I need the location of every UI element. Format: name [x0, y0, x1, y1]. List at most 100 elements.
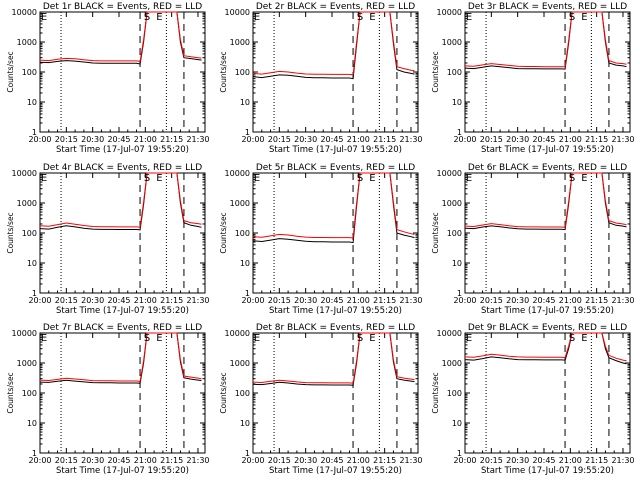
panel-title: Det 7r BLACK = Events, RED = LLD: [43, 323, 202, 333]
y-tick-label: 10000: [12, 329, 37, 338]
series-events-line: [464, 172, 627, 231]
panel-title: Det 9r BLACK = Events, RED = LLD: [468, 323, 627, 333]
x-axis-label: Start Time (17-Jul-07 19:55:20): [269, 145, 402, 155]
x-tick-label: 20:45: [532, 456, 555, 465]
x-tick-label: 21:15: [160, 135, 183, 144]
y-tick-label: 1: [32, 289, 37, 298]
x-tick-label: 20:30: [81, 296, 104, 305]
panel-title: Det 6r BLACK = Events, RED = LLD: [468, 163, 627, 173]
event-marker-label: E: [156, 173, 162, 184]
series-lld-line: [252, 172, 415, 239]
x-tick-label: 20:00: [241, 135, 264, 144]
x-tick-label: 20:45: [532, 296, 555, 305]
panel-title: Det 8r BLACK = Events, RED = LLD: [256, 323, 415, 333]
x-tick-label: 20:45: [532, 135, 555, 144]
x-tick-label: 20:45: [320, 456, 343, 465]
event-marker-label: E: [369, 173, 375, 184]
x-axis-label: Start Time (17-Jul-07 19:55:20): [56, 306, 189, 316]
y-tick-label: 10: [240, 259, 250, 268]
panel-det-9: Det 9r BLACK = Events, RED = LLD 1 10 100 10…: [431, 323, 635, 476]
x-tick-label: 21:00: [134, 456, 157, 465]
plot-frame: [252, 332, 419, 454]
x-tick-label: 20:45: [107, 296, 130, 305]
event-marker-label: S: [144, 12, 150, 23]
series-events-line: [39, 172, 202, 231]
event-marker-label: E: [466, 12, 472, 23]
series-events-line: [252, 332, 415, 386]
y-axis-label: Counts/sec: [219, 372, 228, 413]
panel-det-3: Det 3r BLACK = Events, RED = LLD 1 10 100 10…: [431, 2, 635, 155]
x-tick-label: 20:15: [55, 135, 78, 144]
y-tick-label: 1: [32, 449, 37, 458]
x-tick-label: 21:00: [559, 296, 582, 305]
y-tick-label: 1000: [17, 199, 37, 208]
x-tick-label: 21:15: [160, 456, 183, 465]
y-tick-label: 10: [452, 419, 462, 428]
y-tick-label: 1000: [442, 199, 462, 208]
event-marker-label: E: [581, 12, 587, 23]
plot-frame: [464, 11, 631, 133]
panel-det-2: Det 2r BLACK = Events, RED = LLD 1 10 100 10…: [219, 2, 423, 155]
y-tick-label: 10000: [437, 169, 462, 178]
y-tick-label: 100: [447, 389, 462, 398]
y-axis-label: Counts/sec: [6, 212, 15, 253]
x-tick-label: 21:15: [373, 456, 396, 465]
x-tick-label: 20:00: [28, 135, 51, 144]
panel-det-4: Det 4r BLACK = Events, RED = LLD 1 10 100 10…: [6, 163, 210, 316]
y-tick-label: 10: [27, 419, 37, 428]
x-tick-label: 21:30: [611, 135, 634, 144]
series-lld-line: [39, 172, 202, 228]
x-axis-label: Start Time (17-Jul-07 19:55:20): [56, 145, 189, 155]
y-tick-label: 100: [235, 68, 250, 77]
plot-frame: [464, 172, 631, 294]
event-marker-label: E: [369, 12, 375, 23]
y-axis-label: Counts/sec: [219, 51, 228, 92]
x-tick-label: 20:45: [320, 135, 343, 144]
event-marker-label: E: [581, 333, 587, 344]
x-tick-label: 21:15: [585, 296, 608, 305]
series-events-line: [252, 172, 415, 244]
y-tick-label: 1000: [230, 199, 250, 208]
series-lld-line: [464, 172, 627, 228]
x-axis-label: Start Time (17-Jul-07 19:55:20): [481, 306, 614, 316]
y-tick-label: 10000: [225, 8, 250, 17]
y-tick-label: 10000: [225, 329, 250, 338]
event-marker-label: E: [466, 333, 472, 344]
x-tick-label: 20:45: [107, 456, 130, 465]
y-axis-label: Counts/sec: [431, 372, 440, 413]
y-tick-label: 10000: [12, 8, 37, 17]
x-tick-label: 21:15: [373, 135, 396, 144]
y-tick-label: 10: [27, 259, 37, 268]
event-marker-label: E: [41, 333, 47, 344]
y-tick-label: 1000: [230, 38, 250, 47]
event-marker-label: E: [156, 333, 162, 344]
x-tick-label: 20:00: [241, 296, 264, 305]
y-tick-label: 10: [27, 98, 37, 107]
panel-title: Det 3r BLACK = Events, RED = LLD: [468, 2, 627, 12]
event-marker-label: S: [144, 173, 150, 184]
y-tick-label: 100: [447, 229, 462, 238]
y-tick-label: 1000: [17, 38, 37, 47]
x-tick-label: 21:15: [160, 296, 183, 305]
x-tick-label: 20:00: [453, 135, 476, 144]
x-tick-label: 20:15: [480, 135, 503, 144]
y-tick-label: 1000: [230, 359, 250, 368]
y-tick-label: 1000: [17, 359, 37, 368]
event-marker-label: E: [41, 12, 47, 23]
y-tick-label: 1: [245, 128, 250, 137]
x-tick-label: 21:30: [186, 296, 209, 305]
y-axis-label: Counts/sec: [6, 372, 15, 413]
panel-title: Det 5r BLACK = Events, RED = LLD: [256, 163, 415, 173]
x-axis-label: Start Time (17-Jul-07 19:55:20): [269, 466, 402, 476]
x-tick-label: 21:30: [611, 456, 634, 465]
x-tick-label: 21:30: [611, 296, 634, 305]
x-tick-label: 20:45: [320, 296, 343, 305]
x-tick-label: 20:15: [268, 456, 291, 465]
panel-det-1: Det 1r BLACK = Events, RED = LLD 1 10 100 10…: [6, 2, 210, 155]
y-tick-label: 1: [457, 289, 462, 298]
series-lld-line: [464, 11, 627, 68]
event-marker-label: E: [581, 173, 587, 184]
y-tick-label: 10000: [437, 329, 462, 338]
series-events-line: [252, 11, 415, 80]
x-tick-label: 21:30: [399, 456, 422, 465]
